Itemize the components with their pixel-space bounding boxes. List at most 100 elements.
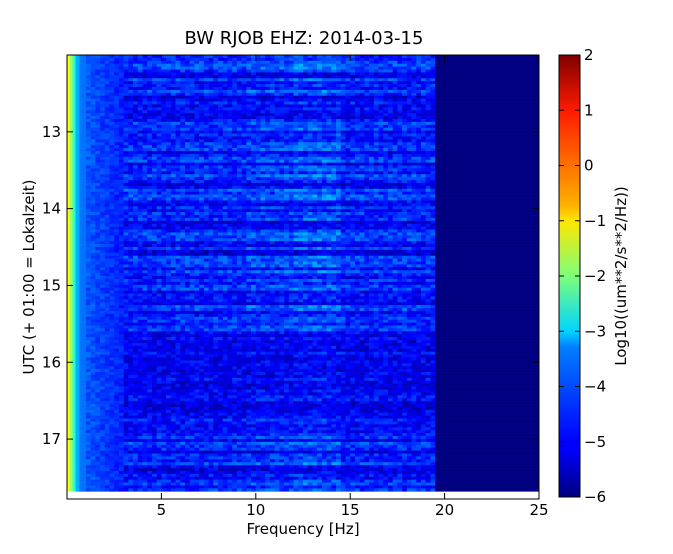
heatmap-cell [406, 130, 412, 134]
heatmap-cell [118, 206, 124, 210]
heatmap-cell [421, 214, 427, 219]
heatmap-cell [425, 78, 431, 82]
heatmap-cell [156, 165, 162, 169]
heatmap-cell [166, 188, 172, 193]
heatmap-cell [354, 133, 360, 137]
heatmap-cell [321, 145, 327, 149]
heatmap-cell [260, 159, 266, 163]
heatmap-cell [411, 63, 417, 67]
heatmap-cell [170, 232, 176, 236]
heatmap-cell [151, 229, 157, 233]
heatmap-cell [345, 101, 351, 105]
heatmap-cell [392, 63, 398, 67]
heatmap-cell [100, 188, 106, 193]
heatmap-cell [425, 223, 431, 227]
heatmap-cell [241, 87, 247, 91]
heatmap-cell [321, 197, 327, 201]
heatmap-cell [255, 87, 261, 91]
heatmap-cell [359, 92, 365, 97]
heatmap-cell [359, 78, 365, 82]
heatmap-cell [246, 177, 252, 181]
heatmap-cell [227, 60, 233, 65]
heatmap-cell [175, 84, 181, 88]
heatmap-cell [274, 156, 280, 161]
heatmap-cell [392, 203, 398, 207]
heatmap-cell [175, 121, 181, 126]
heatmap-cell [416, 121, 422, 126]
heatmap-cell [265, 124, 271, 129]
heatmap-cell [218, 84, 224, 88]
heatmap-cell [411, 69, 417, 73]
heatmap-cell [288, 156, 294, 161]
heatmap-cell [255, 130, 261, 134]
heatmap-cell [194, 57, 200, 62]
heatmap-cell [90, 203, 96, 207]
heatmap-cell [269, 191, 275, 195]
heatmap-cell [222, 156, 228, 161]
heatmap-cell [293, 200, 299, 204]
heatmap-cell [232, 171, 238, 175]
heatmap-cell [79, 165, 87, 169]
heatmap-cell [383, 127, 389, 131]
heatmap-cell [85, 98, 91, 102]
heatmap-cell [369, 98, 375, 102]
heatmap-cell [274, 69, 280, 73]
heatmap-cell [194, 191, 200, 195]
heatmap-cell [298, 191, 304, 195]
heatmap-cell [246, 130, 252, 134]
heatmap-cell [227, 78, 233, 82]
heatmap-cell [411, 121, 417, 126]
heatmap-cell [402, 206, 408, 210]
heatmap-cell [354, 72, 360, 76]
heatmap-cell [203, 153, 209, 158]
heatmap-cell [279, 84, 285, 88]
heatmap-cell [90, 63, 96, 67]
heatmap-cell [331, 121, 337, 126]
heatmap-cell [100, 209, 106, 213]
heatmap-cell [128, 182, 134, 187]
heatmap-cell [284, 223, 290, 227]
heatmap-cell [100, 177, 106, 181]
heatmap-cell [331, 229, 337, 233]
heatmap-cell [279, 156, 285, 161]
heatmap-cell [72, 185, 76, 190]
heatmap-cell [265, 188, 271, 193]
heatmap-cell [326, 168, 332, 172]
heatmap-cell [331, 162, 337, 166]
heatmap-cell [199, 165, 205, 169]
heatmap-cell [435, 162, 540, 166]
heatmap-cell [435, 148, 540, 152]
heatmap-cell [303, 57, 309, 62]
heatmap-cell [151, 72, 157, 76]
heatmap-cell [109, 153, 115, 158]
heatmap-cell [288, 110, 294, 114]
heatmap-cell [378, 177, 384, 181]
heatmap-cell [203, 194, 209, 198]
heatmap-cell [67, 116, 71, 120]
heatmap-cell [421, 60, 427, 65]
heatmap-cell [369, 95, 375, 99]
heatmap-cell [274, 165, 280, 169]
heatmap-cell [147, 72, 153, 76]
heatmap-cell [194, 139, 200, 143]
heatmap-cell [104, 212, 110, 216]
heatmap-cell [241, 69, 247, 73]
heatmap-cell [246, 81, 252, 85]
heatmap-cell [406, 150, 412, 155]
heatmap-cell [109, 150, 115, 155]
heatmap-cell [118, 87, 124, 91]
heatmap-cell [279, 124, 285, 129]
heatmap-cell [137, 214, 143, 219]
heatmap-cell [147, 121, 153, 126]
heatmap-cell [326, 101, 332, 105]
heatmap-cell [69, 101, 73, 105]
heatmap-cell [345, 150, 351, 155]
heatmap-cell [170, 130, 176, 134]
heatmap-cell [369, 185, 375, 190]
heatmap-cell [79, 188, 87, 193]
heatmap-cell [269, 156, 275, 161]
heatmap-cell [213, 104, 219, 108]
heatmap-cell [392, 150, 398, 155]
heatmap-cell [142, 153, 148, 158]
heatmap-cell [402, 191, 408, 195]
